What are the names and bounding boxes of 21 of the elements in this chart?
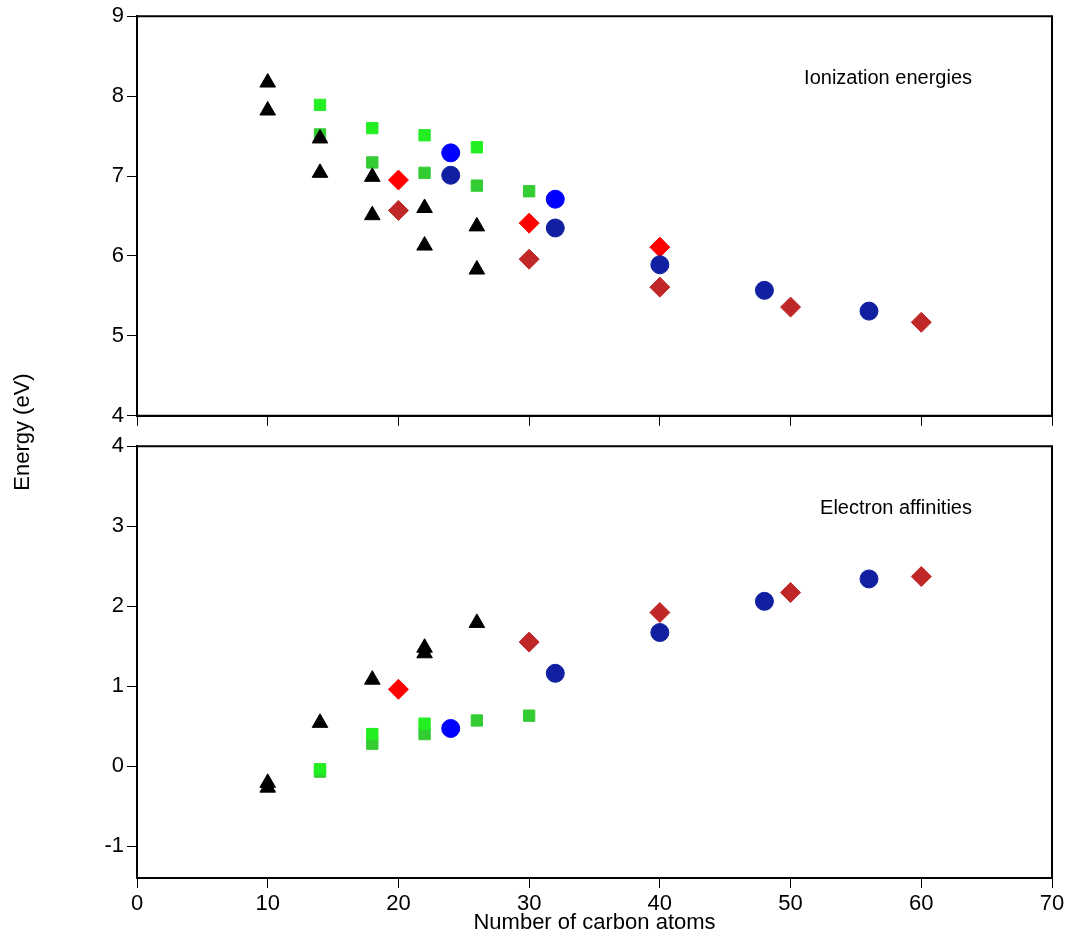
y-tick-label: 1 (111, 672, 124, 698)
y-tick-label: 5 (111, 321, 124, 347)
x-tick-label: 10 (255, 890, 280, 916)
y-tick-label: 3 (111, 512, 124, 538)
y-tick-label: 4 (111, 401, 124, 427)
x-tick-label: 70 (1039, 890, 1065, 916)
x-tick-label: 50 (778, 890, 803, 916)
y-tick-label: 7 (111, 162, 124, 188)
y-tick-label: 6 (111, 242, 124, 268)
y-tick-label: 0 (111, 752, 124, 778)
y-tick-label: 2 (111, 592, 124, 618)
y-tick-label: 9 (111, 2, 124, 28)
x-tick-label: 20 (386, 890, 411, 916)
y-tick-label: 4 (111, 432, 124, 458)
y-tick-label: -1 (104, 832, 124, 858)
annotation: Electron affinities (820, 495, 972, 518)
y-tick-label: 8 (111, 82, 124, 108)
x-tick-label: 60 (909, 890, 934, 916)
annotation: Ionization energies (804, 65, 972, 88)
x-tick-label: 0 (130, 890, 144, 916)
y-axis-title: Energy (eV) (9, 373, 35, 491)
